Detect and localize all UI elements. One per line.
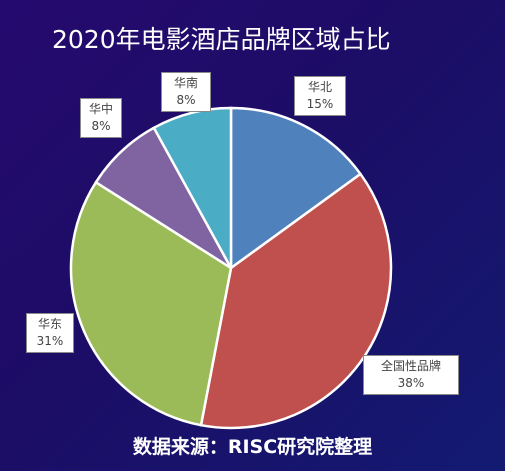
slice-label-4: 华南 8% — [161, 72, 211, 112]
slice-label-name-3: 华中 — [88, 102, 113, 116]
slice-label-value-2: 31% — [36, 334, 64, 348]
slice-label-value-0: 15% — [306, 97, 334, 111]
chart-source: 数据来源：RISC研究院整理 — [132, 436, 373, 458]
pie-slice-0 — [229, 106, 363, 271]
pie-slice-4 — [152, 106, 233, 269]
slice-label-0: 华北 15% — [294, 76, 346, 116]
slice-label-name-4: 华南 — [173, 76, 198, 90]
pie-slice-1 — [199, 172, 393, 430]
slice-label-1: 全国性品牌 38% — [363, 355, 459, 395]
chart-title: 2020年电影酒店品牌区域占比 — [52, 25, 391, 54]
slice-label-name-1: 全国性品牌 — [380, 359, 441, 373]
slice-label-2: 华东 31% — [26, 313, 74, 353]
slice-label-name-2: 华东 — [37, 317, 62, 331]
slice-label-value-1: 38% — [397, 376, 425, 390]
slice-label-value-3: 8% — [91, 119, 111, 133]
slice-label-3: 华中 8% — [80, 98, 122, 138]
slice-label-name-0: 华北 — [307, 80, 332, 94]
slice-label-value-4: 8% — [176, 93, 196, 107]
